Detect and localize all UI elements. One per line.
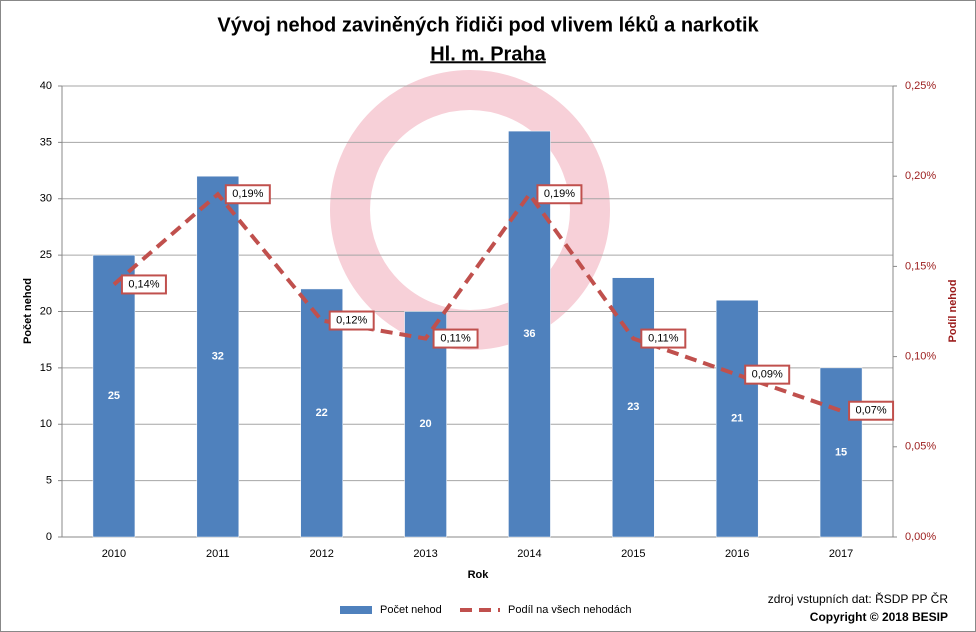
bar bbox=[612, 277, 655, 538]
y2-tick-label: 0,20% bbox=[905, 170, 936, 182]
bar bbox=[715, 299, 759, 538]
legend-label: Počet nehod bbox=[380, 604, 442, 616]
y2-tick-label: 0,15% bbox=[905, 260, 936, 272]
data-label: 0,19% bbox=[232, 188, 263, 200]
data-label-box bbox=[536, 184, 583, 205]
copyright: Copyright © 2018 BESIP bbox=[810, 610, 948, 624]
data-label-box bbox=[848, 400, 895, 421]
y-tick-label: 5 bbox=[46, 475, 52, 487]
bar-value-label: 36 bbox=[523, 328, 535, 340]
x-tick-label: 2015 bbox=[621, 548, 645, 560]
data-label-box bbox=[744, 364, 791, 385]
y-axis-label: Počet nehod bbox=[22, 278, 34, 344]
x-tick-label: 2014 bbox=[517, 548, 541, 560]
bar bbox=[196, 175, 240, 538]
data-label-box bbox=[432, 328, 479, 349]
data-label: 0,09% bbox=[752, 369, 783, 381]
data-label: 0,11% bbox=[648, 332, 679, 344]
y-tick-label: 40 bbox=[40, 80, 52, 92]
x-tick-label: 2011 bbox=[206, 548, 230, 560]
legend-label: Podíl na všech nehodách bbox=[508, 604, 632, 616]
y-tick-label: 25 bbox=[40, 249, 52, 261]
y2-tick-label: 0,25% bbox=[905, 80, 936, 92]
y2-axis-label: Podíl nehod bbox=[947, 280, 959, 343]
y2-tick-label: 0,05% bbox=[905, 441, 936, 453]
x-tick-label: 2016 bbox=[725, 548, 749, 560]
data-label-box bbox=[640, 328, 687, 349]
source-note: zdroj vstupních dat: ŘSDP PP ČR bbox=[768, 591, 949, 606]
x-tick-label: 2017 bbox=[829, 548, 853, 560]
y-tick-label: 30 bbox=[40, 193, 52, 205]
bar-value-label: 20 bbox=[419, 418, 431, 430]
chart-title: Vývoj nehod zaviněných řidiči pod vlivem… bbox=[217, 14, 759, 36]
y-tick-label: 35 bbox=[40, 136, 52, 148]
data-label: 0,07% bbox=[855, 405, 886, 417]
data-label: 0,19% bbox=[544, 188, 575, 200]
y-tick-label: 0 bbox=[46, 531, 52, 543]
y-tick-label: 20 bbox=[40, 305, 52, 317]
x-tick-label: 2012 bbox=[309, 548, 333, 560]
bar-value-label: 22 bbox=[316, 407, 328, 419]
data-label: 0,12% bbox=[336, 314, 367, 326]
line bbox=[112, 190, 842, 413]
data-label: 0,11% bbox=[440, 332, 471, 344]
bar bbox=[819, 367, 863, 538]
legend-swatch bbox=[340, 606, 372, 614]
bar-value-label: 15 bbox=[835, 446, 847, 458]
data-label-box bbox=[328, 310, 375, 331]
y-tick-label: 15 bbox=[40, 362, 52, 374]
bar-value-label: 23 bbox=[627, 401, 639, 413]
x-tick-label: 2013 bbox=[413, 548, 437, 560]
y-tick-label: 10 bbox=[40, 418, 52, 430]
x-axis-label: Rok bbox=[468, 569, 490, 581]
data-label: 0,14% bbox=[128, 278, 159, 290]
data-label-box bbox=[120, 274, 167, 295]
y2-tick-label: 0,10% bbox=[905, 351, 936, 363]
x-tick-label: 2010 bbox=[102, 548, 126, 560]
bar-value-label: 25 bbox=[108, 390, 120, 402]
bar-value-label: 32 bbox=[212, 351, 224, 363]
chart-subtitle: Hl. m. Praha bbox=[430, 43, 546, 65]
y2-tick-label: 0,00% bbox=[905, 531, 936, 543]
bar-value-label: 21 bbox=[731, 413, 743, 425]
bar bbox=[404, 311, 447, 538]
data-label-box bbox=[224, 184, 271, 205]
bar bbox=[92, 254, 136, 538]
